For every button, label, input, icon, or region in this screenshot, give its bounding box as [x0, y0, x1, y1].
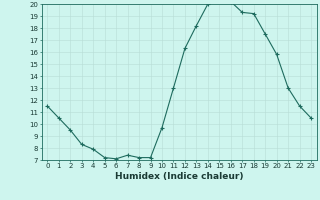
X-axis label: Humidex (Indice chaleur): Humidex (Indice chaleur) — [115, 172, 244, 181]
